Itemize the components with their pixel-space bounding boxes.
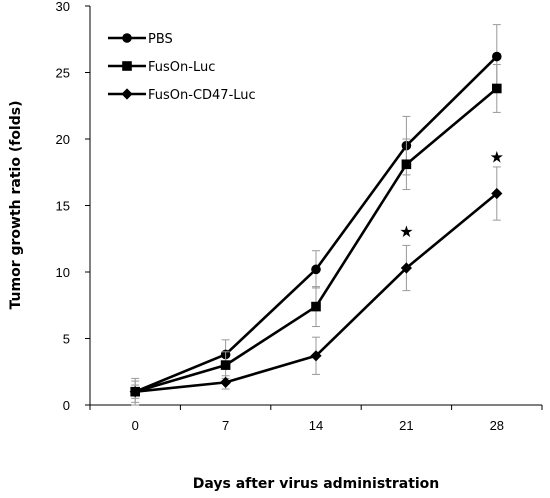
y-tick-label: 30 — [56, 0, 70, 14]
x-tick-label: 0 — [132, 418, 139, 433]
legend-label: FusOn-Luc — [148, 60, 215, 75]
data-point-square — [401, 159, 412, 170]
legend-marker-circle — [122, 33, 132, 43]
x-tick-label: 7 — [222, 418, 229, 433]
y-axis-title: Tumor growth ratio (folds) — [8, 101, 24, 310]
x-tick-label: 21 — [399, 418, 413, 433]
significance-star: ★ — [399, 222, 413, 241]
legend-label: PBS — [148, 32, 173, 47]
legend-marker-diamond — [121, 88, 133, 100]
data-point-square — [492, 83, 502, 94]
data-point-square — [220, 360, 231, 370]
data-point-diamond — [491, 187, 503, 200]
y-tick-label: 25 — [56, 66, 70, 81]
y-tick-label: 20 — [56, 132, 70, 147]
data-point-circle — [492, 51, 502, 62]
data-point-diamond — [129, 386, 141, 398]
plot-area: 0 5 10 15 20 25 30 0 7 14 21 28 ★ ★ PBS FusOn-Luc FusOn-… — [56, 0, 543, 433]
y-tick-label: 5 — [63, 332, 70, 347]
legend-label: FusOn-CD47-Luc — [148, 88, 256, 103]
y-tick-label: 15 — [56, 199, 70, 214]
data-point-diamond — [220, 376, 232, 388]
data-point-diamond — [400, 262, 412, 274]
x-axis-title: Days after virus administration — [193, 476, 440, 492]
y-tick-label: 0 — [63, 398, 70, 413]
legend-marker-square — [122, 61, 132, 71]
significance-star: ★ — [490, 147, 504, 166]
x-tick-label: 14 — [309, 418, 323, 433]
y-tick-label: 10 — [56, 265, 70, 280]
data-point-diamond — [310, 350, 322, 362]
data-point-square — [311, 301, 321, 312]
x-tick-label: 28 — [490, 418, 504, 433]
data-point-circle — [311, 264, 321, 275]
